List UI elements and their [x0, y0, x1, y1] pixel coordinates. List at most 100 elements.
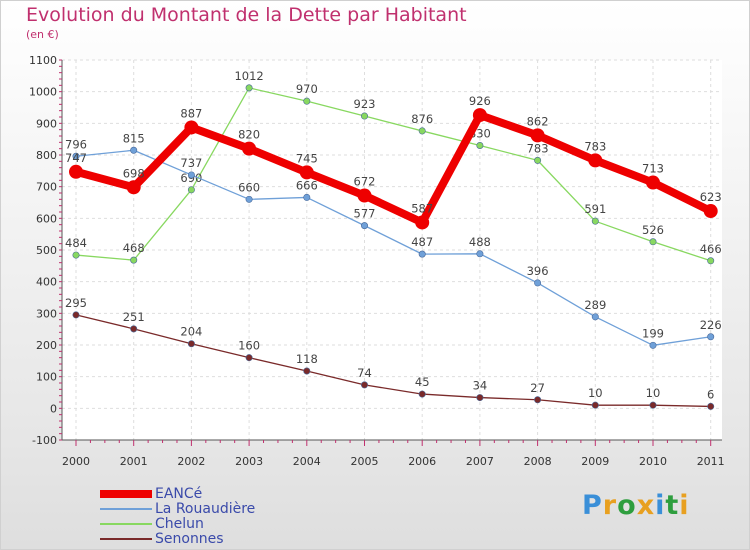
x-tick-label: 2011	[697, 455, 725, 468]
data-point-la-rouaudiere	[534, 279, 542, 287]
y-tick-label: 0	[50, 402, 57, 415]
data-point-eance	[530, 128, 545, 143]
legend-label-chelun: Chelun	[155, 516, 204, 532]
data-label-senonnes: 27	[530, 381, 545, 395]
data-label-senonnes: 10	[646, 386, 661, 400]
data-label-la-rouaudiere: 199	[642, 326, 664, 340]
data-point-chelun	[649, 238, 657, 246]
data-label-eance: 623	[700, 190, 722, 204]
legend-label-senonnes: Senonnes	[155, 531, 224, 547]
data-label-eance: 698	[123, 166, 145, 180]
data-point-eance	[242, 141, 257, 156]
logo-letter: i	[655, 490, 666, 521]
legend-swatch-la-rouaudiere	[100, 508, 152, 510]
y-tick-label: 100	[36, 371, 57, 384]
data-label-chelun: 526	[642, 223, 664, 237]
data-label-la-rouaudiere: 666	[296, 178, 318, 192]
data-point-eance	[126, 180, 141, 195]
data-point-la-rouaudiere	[187, 171, 195, 179]
data-point-la-rouaudiere	[245, 195, 253, 203]
data-point-senonnes	[649, 401, 657, 409]
logo-letter: i	[679, 490, 690, 521]
data-label-la-rouaudiere: 396	[527, 264, 549, 278]
data-point-la-rouaudiere	[707, 333, 715, 341]
data-label-eance: 587	[411, 201, 433, 215]
data-point-chelun	[72, 251, 80, 259]
data-point-chelun	[534, 156, 542, 164]
data-label-senonnes: 160	[238, 339, 260, 353]
x-tick-label: 2009	[581, 455, 609, 468]
data-label-senonnes: 45	[415, 375, 430, 389]
series-line-la-rouaudiere	[75, 149, 711, 346]
data-point-eance	[69, 164, 83, 179]
data-point-la-rouaudiere	[649, 341, 657, 349]
data-point-la-rouaudiere	[130, 146, 138, 154]
data-point-chelun	[591, 217, 599, 225]
data-label-senonnes: 10	[588, 386, 603, 400]
data-label-eance: 783	[584, 139, 606, 153]
data-point-eance	[415, 215, 430, 230]
data-point-senonnes	[130, 325, 138, 333]
chart-title: Evolution du Montant de la Dette par Hab…	[26, 4, 467, 26]
data-label-chelun: 783	[527, 141, 549, 155]
data-point-eance	[184, 120, 199, 135]
data-label-eance: 862	[527, 114, 549, 128]
data-point-senonnes	[245, 354, 253, 362]
x-tick-label: 2004	[293, 455, 321, 468]
data-point-la-rouaudiere	[72, 152, 80, 160]
data-label-eance: 820	[238, 128, 260, 142]
data-point-senonnes	[476, 394, 484, 402]
data-label-senonnes: 74	[357, 366, 372, 380]
y-tick-label: 600	[36, 212, 57, 225]
logo-letter: t	[665, 490, 680, 521]
data-label-senonnes: 118	[296, 352, 318, 366]
data-point-senonnes	[418, 390, 426, 398]
data-point-eance	[357, 188, 372, 203]
data-point-chelun	[707, 257, 715, 265]
data-point-senonnes	[534, 396, 542, 404]
y-tick-label: 1000	[29, 86, 57, 99]
data-label-eance: 713	[642, 162, 664, 176]
data-label-chelun: 484	[65, 236, 87, 250]
data-label-la-rouaudiere: 577	[354, 207, 376, 221]
data-point-chelun	[187, 186, 195, 194]
legend-label-eance: EANCé	[155, 486, 203, 502]
data-label-senonnes: 34	[473, 379, 488, 393]
data-point-eance	[588, 153, 603, 168]
data-label-senonnes: 251	[123, 310, 145, 324]
y-tick-label: 200	[36, 339, 57, 352]
data-label-eance: 887	[180, 106, 202, 120]
y-tick-label: 700	[36, 181, 57, 194]
series-line-chelun	[75, 87, 711, 262]
data-point-eance	[299, 165, 314, 180]
series-line-eance	[74, 111, 713, 227]
data-label-chelun: 923	[354, 97, 376, 111]
legend-swatch-chelun	[100, 523, 152, 525]
x-tick-label: 2001	[120, 455, 148, 468]
data-label-la-rouaudiere: 488	[469, 235, 491, 249]
data-label-la-rouaudiere: 815	[123, 131, 145, 145]
data-point-eance	[472, 108, 487, 123]
data-label-chelun: 876	[411, 112, 433, 126]
x-tick-label: 2005	[351, 455, 379, 468]
data-point-chelun	[418, 127, 426, 135]
data-point-la-rouaudiere	[591, 313, 599, 321]
data-point-chelun	[476, 142, 484, 150]
data-point-chelun	[130, 256, 138, 264]
data-label-chelun: 466	[700, 242, 722, 256]
x-tick-label: 2006	[408, 455, 436, 468]
y-tick-label: 1100	[29, 54, 57, 67]
logo-letter: P	[582, 490, 603, 521]
data-label-la-rouaudiere: 487	[411, 235, 433, 249]
data-point-chelun	[360, 112, 368, 120]
legend-label-la-rouaudiere: La Rouaudière	[155, 501, 256, 517]
data-point-senonnes	[707, 402, 715, 410]
x-tick-label: 2002	[177, 455, 205, 468]
logo-letter: x	[636, 490, 656, 521]
data-point-la-rouaudiere	[418, 250, 426, 258]
data-label-eance: 745	[296, 151, 318, 165]
data-label-senonnes: 6	[707, 387, 714, 401]
data-label-la-rouaudiere: 660	[238, 180, 260, 194]
chart-subtitle: (en €)	[26, 28, 59, 41]
